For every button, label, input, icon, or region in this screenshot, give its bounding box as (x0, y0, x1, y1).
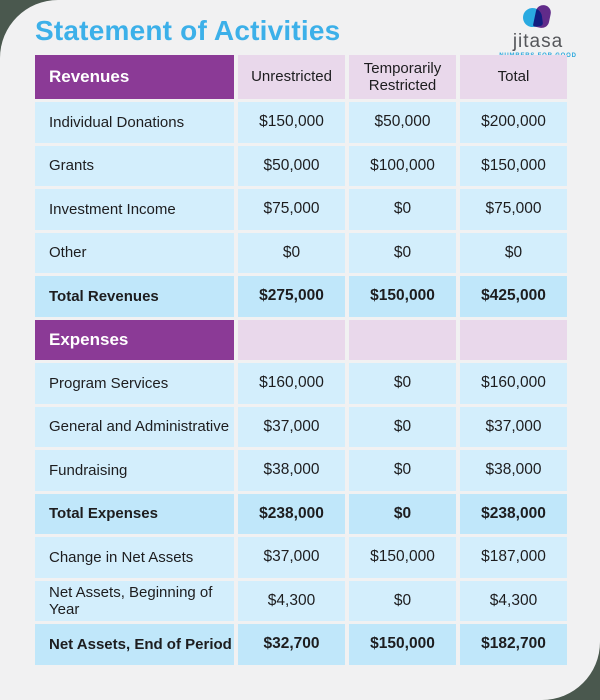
row-label: Change in Net Assets (35, 537, 234, 578)
page-title: Statement of Activities (35, 15, 341, 46)
value-cell: $160,000 (460, 363, 567, 404)
jitasa-logo: jitasa NUMBERS FOR GOOD (492, 3, 584, 59)
value-cell: $0 (349, 363, 456, 404)
column-header-total: Total (460, 55, 567, 99)
value-cell: $37,000 (238, 537, 345, 578)
row-label: Net Assets, Beginning of Year (35, 580, 234, 621)
value-cell: $150,000 (349, 276, 456, 317)
value-cell: $0 (238, 232, 345, 273)
section-header: Expenses (35, 319, 234, 360)
value-cell: $238,000 (460, 493, 567, 534)
value-cell: $0 (349, 580, 456, 621)
value-cell: $0 (460, 232, 567, 273)
logo-wordmark: jitasa (512, 31, 564, 52)
value-cell: $50,000 (349, 102, 456, 143)
value-cell: $425,000 (460, 276, 567, 317)
section-header-revenues: Revenues (35, 55, 234, 99)
row-label: Net Assets, End of Period (35, 624, 234, 665)
value-cell: $0 (349, 189, 456, 230)
value-cell: $150,000 (349, 537, 456, 578)
row-label: Total Revenues (35, 276, 234, 317)
row-label: Fundraising (35, 450, 234, 491)
value-cell: $187,000 (460, 537, 567, 578)
row-label: Individual Donations (35, 102, 234, 143)
value-cell: $150,000 (238, 102, 345, 143)
value-cell: $0 (349, 406, 456, 447)
value-cell: $4,300 (460, 580, 567, 621)
row-label: Total Expenses (35, 493, 234, 534)
value-cell: $150,000 (460, 145, 567, 186)
value-cell: $4,300 (238, 580, 345, 621)
value-cell: $182,700 (460, 624, 567, 665)
value-cell: $200,000 (460, 102, 567, 143)
value-cell: $75,000 (238, 189, 345, 230)
row-label: Program Services (35, 363, 234, 404)
value-cell: $0 (349, 493, 456, 534)
value-cell: $37,000 (460, 406, 567, 447)
value-cell: $75,000 (460, 189, 567, 230)
jitasa-logo-icon (521, 3, 555, 31)
value-cell (349, 319, 456, 360)
value-cell: $0 (349, 450, 456, 491)
value-cell (460, 319, 567, 360)
value-cell: $238,000 (238, 493, 345, 534)
value-cell: $275,000 (238, 276, 345, 317)
statement-table: Revenues Unrestricted Temporarily Restri… (35, 55, 567, 665)
row-label: Grants (35, 145, 234, 186)
row-label: General and Administrative (35, 406, 234, 447)
value-cell (238, 319, 345, 360)
row-label: Other (35, 232, 234, 273)
value-cell: $160,000 (238, 363, 345, 404)
value-cell: $0 (349, 232, 456, 273)
value-cell: $38,000 (460, 450, 567, 491)
value-cell: $50,000 (238, 145, 345, 186)
value-cell: $150,000 (349, 624, 456, 665)
column-header-temporarily-restricted: Temporarily Restricted (349, 55, 456, 99)
value-cell: $100,000 (349, 145, 456, 186)
row-label: Investment Income (35, 189, 234, 230)
column-header-unrestricted: Unrestricted (238, 55, 345, 99)
value-cell: $37,000 (238, 406, 345, 447)
value-cell: $38,000 (238, 450, 345, 491)
value-cell: $32,700 (238, 624, 345, 665)
